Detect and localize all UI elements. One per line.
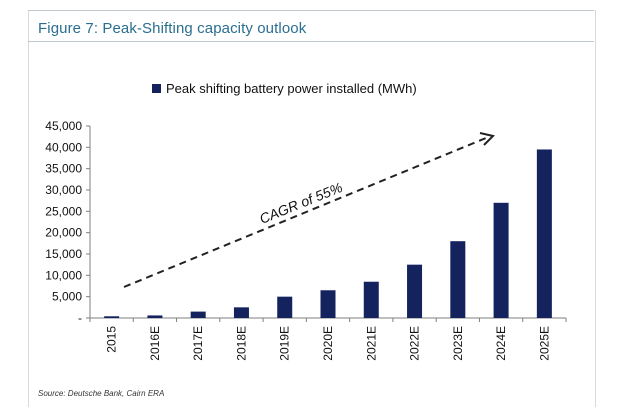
bar-2018E <box>233 307 249 318</box>
y-tick-label: 5,000 <box>52 290 82 304</box>
bar-2019E <box>277 296 293 318</box>
y-tick-label: 20,000 <box>45 226 82 240</box>
y-tick-label: 45,000 <box>45 119 82 133</box>
bar-2023E <box>450 241 466 318</box>
x-tick-label: 2020E <box>321 326 335 361</box>
y-tick-label: 40,000 <box>45 140 82 154</box>
y-tick-label: 15,000 <box>45 247 82 261</box>
y-tick-label: 35,000 <box>45 162 82 176</box>
legend-label: Peak shifting battery power installed (M… <box>166 81 417 96</box>
x-axis: 2015 2016E 2017E 2018E 2019E 2020E 2021E 2022E 2… <box>89 317 567 361</box>
x-tick-label: 2015 <box>105 326 119 353</box>
x-tick-label: 2021E <box>364 326 378 361</box>
x-tick-label: 2025E <box>537 326 551 361</box>
title-bar <box>28 10 594 42</box>
y-axis: - 5,000 10,000 15,000 20,000 25,000 30,000 35,0… <box>45 119 91 325</box>
y-tick-label: 25,000 <box>45 204 82 218</box>
x-tick-label: 2017E <box>191 326 205 361</box>
x-tick-label: 2016E <box>148 326 162 361</box>
legend-swatch <box>152 84 161 93</box>
x-tick-label: 2023E <box>451 326 465 361</box>
bar-2022E <box>407 264 423 318</box>
figure-frame <box>28 10 596 407</box>
bar-2024E <box>493 202 509 318</box>
source-note: Source: Deutsche Bank, Cairn ERA <box>38 389 165 398</box>
bar-2016E <box>147 315 163 318</box>
y-tick-label: - <box>78 311 82 325</box>
bar-series <box>104 149 552 318</box>
bar-2017E <box>190 311 206 318</box>
x-tick-label: 2018E <box>234 326 248 361</box>
bar-2020E <box>320 290 336 318</box>
cagr-label: CAGR of 55% <box>257 179 345 227</box>
cagr-arrow-line <box>123 137 487 288</box>
bar-2015 <box>104 316 120 318</box>
legend: Peak shifting battery power installed (M… <box>152 81 417 96</box>
y-tick-label: 10,000 <box>45 268 82 282</box>
x-tick-label: 2024E <box>494 326 508 361</box>
cagr-annotation: CAGR of 55% <box>123 132 495 288</box>
y-tick-label: 30,000 <box>45 183 82 197</box>
cagr-arrowhead <box>479 132 495 146</box>
bar-2021E <box>363 281 379 318</box>
figure-title: Figure 7: Peak-Shifting capacity outlook <box>38 20 307 37</box>
x-tick-label: 2019E <box>278 326 292 361</box>
x-tick-label: 2022E <box>408 326 422 361</box>
bar-2025E <box>536 149 552 318</box>
